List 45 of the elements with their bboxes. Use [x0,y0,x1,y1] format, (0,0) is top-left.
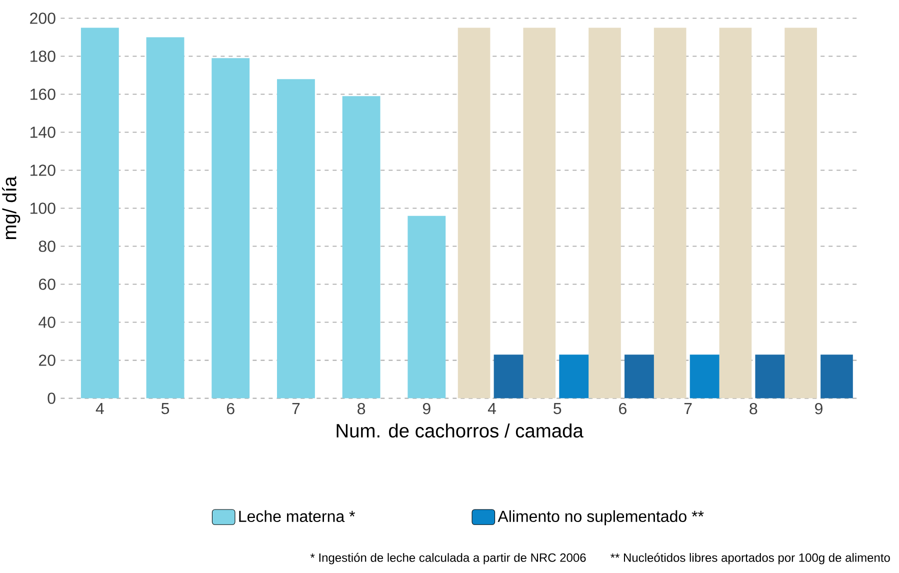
x-tick-label: 8 [750,403,758,414]
y-tick-label: 80 [38,240,56,252]
bar [80,28,119,398]
y-tick-label: 140 [30,126,56,138]
bar [784,28,817,398]
x-axis-title: Num. de cachorros / camada [336,424,584,438]
bar [458,28,490,398]
bar [690,354,722,398]
y-tick-label: 100 [30,202,56,214]
bar [523,28,556,398]
bar [342,96,380,398]
x-tick-label: 9 [422,403,430,414]
y-tick-label: 60 [39,278,56,290]
bar [624,354,657,398]
y-tick-label: 0 [48,392,56,404]
bar [820,354,853,398]
bar [588,28,621,398]
bar [276,79,315,398]
x-tick-label: 5 [554,403,562,414]
y-tick-label: 40 [38,316,56,328]
y-tick-label: 180 [30,50,56,62]
x-tick-label: 8 [358,403,366,414]
x-tick-label: 5 [161,403,170,414]
text: ** Nucleótidos libres aportados por 100g de alimento [610,553,890,564]
y-tick-label: 200 [30,12,56,24]
bar [146,37,184,398]
bar [408,216,446,398]
x-tick-label: 4 [488,403,496,414]
x-tick-label: 7 [292,403,300,414]
legend-label: Leche materna * [239,510,356,522]
y-tick-label: 160 [30,88,56,100]
x-tick-label: 7 [684,403,692,414]
x-tick-label: 6 [226,403,234,414]
bar [559,354,592,398]
bar [654,28,686,398]
x-tick-label: 9 [815,403,822,414]
y-tick-label: 120 [30,164,56,176]
x-tick-label: 4 [96,403,104,414]
bar [719,28,752,398]
y-axis-title: mg/ día [2,176,20,240]
legend-label: Alimento no suplementado ** [498,510,704,526]
y-tick-label: 20 [38,354,56,366]
bar [212,58,250,398]
x-tick-label: 6 [619,403,626,414]
text: * Ingestión de leche calculada a partir de NRC 2006 [310,553,586,564]
